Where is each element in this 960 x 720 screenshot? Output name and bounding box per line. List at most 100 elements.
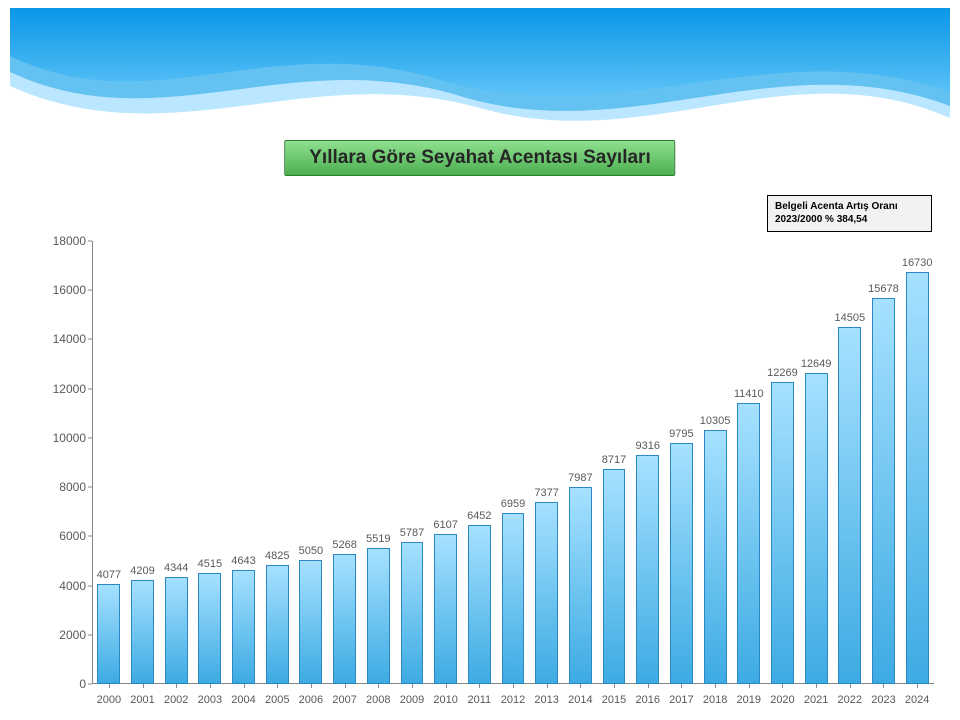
plot-area: 4077420943444515464348255050526855195787… (92, 241, 934, 684)
chart-title-text: Yıllara Göre Seyahat Acentası Sayıları (309, 147, 650, 168)
bar-value-label: 4077 (97, 569, 121, 581)
x-tick-label: 2005 (265, 694, 289, 706)
bar (434, 534, 457, 684)
y-tick-mark (88, 684, 92, 685)
x-tick-label: 2001 (130, 694, 154, 706)
bar (636, 455, 659, 684)
x-tick-mark (412, 684, 413, 688)
x-tick-mark (143, 684, 144, 688)
x-tick-label: 2007 (332, 694, 356, 706)
bar-value-label: 4825 (265, 550, 289, 562)
bar (603, 469, 626, 684)
x-tick-mark (681, 684, 682, 688)
y-tick-label: 4000 (40, 579, 86, 593)
x-tick-mark (244, 684, 245, 688)
bar (872, 298, 895, 684)
bar-value-label: 10305 (700, 415, 731, 427)
decorative-wave-header (10, 8, 950, 138)
info-line-1: Belgeli Acenta Artış Oranı (775, 201, 924, 214)
x-tick-label: 2010 (433, 694, 457, 706)
y-tick-label: 18000 (40, 234, 86, 248)
bar-value-label: 5787 (400, 527, 424, 539)
y-tick-mark (88, 536, 92, 537)
bar-value-label: 15678 (868, 283, 899, 295)
x-tick-mark (782, 684, 783, 688)
x-tick-mark (513, 684, 514, 688)
x-tick-label: 2012 (501, 694, 525, 706)
growth-rate-info-box: Belgeli Acenta Artış Oranı 2023/2000 % 3… (767, 195, 932, 232)
x-tick-mark (648, 684, 649, 688)
x-tick-label: 2000 (97, 694, 121, 706)
x-tick-mark (345, 684, 346, 688)
bar-value-label: 5519 (366, 533, 390, 545)
bar-value-label: 7377 (534, 487, 558, 499)
x-tick-label: 2022 (838, 694, 862, 706)
bar (131, 580, 154, 684)
x-tick-mark (850, 684, 851, 688)
bar (198, 573, 221, 684)
bar (468, 525, 491, 684)
y-tick-label: 14000 (40, 332, 86, 346)
bar-value-label: 6107 (433, 519, 457, 531)
y-tick-label: 8000 (40, 480, 86, 494)
x-tick-mark (749, 684, 750, 688)
x-tick-label: 2019 (737, 694, 761, 706)
x-tick-mark (816, 684, 817, 688)
x-tick-mark (210, 684, 211, 688)
bar (299, 560, 322, 684)
y-tick-mark (88, 339, 92, 340)
x-tick-label: 2015 (602, 694, 626, 706)
bar-value-label: 8717 (602, 454, 626, 466)
y-tick-mark (88, 487, 92, 488)
y-tick-mark (88, 585, 92, 586)
bar (805, 373, 828, 684)
bar-value-label: 4209 (130, 565, 154, 577)
x-tick-mark (917, 684, 918, 688)
bar (367, 548, 390, 684)
wave-svg (10, 8, 950, 138)
bar-value-label: 9795 (669, 428, 693, 440)
bar (266, 565, 289, 684)
y-tick-mark (88, 241, 92, 242)
bar-value-label: 4643 (231, 555, 255, 567)
x-tick-label: 2002 (164, 694, 188, 706)
bar-value-label: 14505 (835, 312, 866, 324)
bar (232, 570, 255, 684)
bar-value-label: 9316 (635, 440, 659, 452)
bar (535, 502, 558, 684)
bar-value-label: 12269 (767, 367, 798, 379)
bar-value-label: 4515 (198, 558, 222, 570)
y-tick-label: 6000 (40, 529, 86, 543)
x-tick-mark (176, 684, 177, 688)
bar-value-label: 6959 (501, 498, 525, 510)
x-tick-label: 2004 (231, 694, 255, 706)
y-tick-label: 16000 (40, 283, 86, 297)
x-tick-label: 2021 (804, 694, 828, 706)
bar (401, 542, 424, 684)
x-tick-mark (547, 684, 548, 688)
x-tick-mark (311, 684, 312, 688)
bar (97, 584, 120, 684)
chart-title: Yıllara Göre Seyahat Acentası Sayıları (284, 140, 675, 176)
x-tick-label: 2013 (534, 694, 558, 706)
bar-value-label: 11410 (734, 388, 764, 400)
bar-value-label: 7987 (568, 472, 592, 484)
x-tick-mark (277, 684, 278, 688)
x-tick-mark (109, 684, 110, 688)
bar (771, 382, 794, 684)
x-tick-label: 2009 (400, 694, 424, 706)
bar (906, 272, 929, 684)
x-tick-label: 2006 (299, 694, 323, 706)
x-tick-label: 2023 (871, 694, 895, 706)
info-line-2: 2023/2000 % 384,54 (775, 214, 924, 227)
y-tick-mark (88, 290, 92, 291)
x-tick-label: 2024 (905, 694, 929, 706)
bar-value-label: 4344 (164, 562, 188, 574)
y-tick-mark (88, 437, 92, 438)
bar (569, 487, 592, 684)
y-tick-label: 12000 (40, 382, 86, 396)
x-tick-label: 2011 (467, 694, 491, 706)
x-tick-label: 2003 (198, 694, 222, 706)
bar (333, 554, 356, 684)
bar (502, 513, 525, 684)
